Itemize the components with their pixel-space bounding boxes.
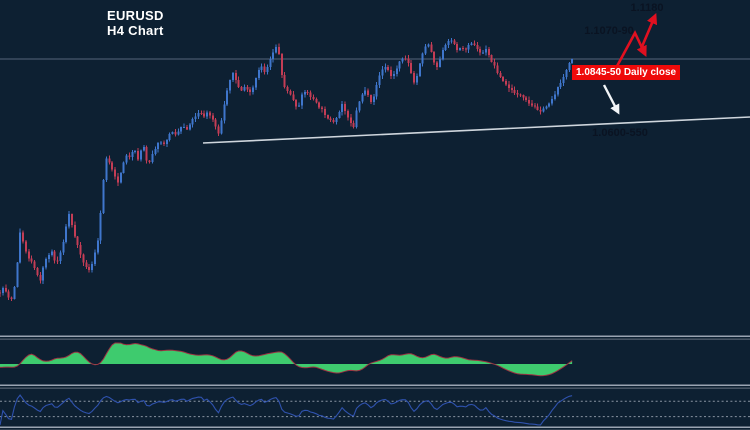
annotation-daily-close-alert: 1.0845-50 Daily close (572, 65, 681, 80)
candles-layer (0, 37, 574, 301)
support-trendline (202, 116, 750, 144)
red-target-arrow (639, 12, 658, 50)
red-pullback-arrow (614, 30, 647, 69)
awesome-oscillator-layer (0, 342, 573, 377)
timeframe-label: H4 Chart (107, 23, 164, 38)
annotation-target-mid: 1.1070-90 (584, 25, 634, 37)
annotation-support-zone: 1.0600-550 (592, 127, 648, 139)
white-downside-arrow (602, 84, 620, 115)
rsi-line (0, 394, 573, 426)
annotation-target-upper: 1.1180 (630, 2, 664, 14)
symbol-label: EURUSD (107, 8, 164, 23)
chart-title: EURUSD H4 Chart (107, 8, 164, 38)
